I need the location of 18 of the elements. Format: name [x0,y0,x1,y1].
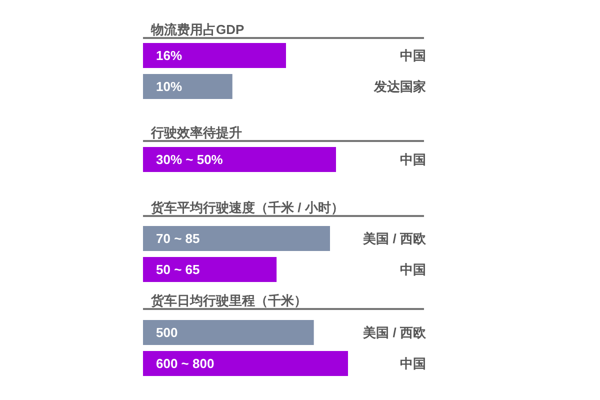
data-label: 70 ~ 85 [156,231,200,246]
y-tick-label: 中国 [400,356,426,371]
data-label: 30% ~ 50% [156,152,224,167]
data-label: 10% [156,79,182,94]
data-label: 600 ~ 800 [156,356,214,371]
y-tick-label: 中国 [400,262,426,277]
data-label: 50 ~ 65 [156,262,200,277]
data-label: 500 [156,325,178,340]
y-tick-label: 中国 [400,48,426,63]
y-tick-label: 美国 / 西欧 [362,231,427,246]
chart-title: 货车平均行驶速度（千米 / 小时） [150,200,344,215]
y-tick-label: 中国 [400,152,426,167]
y-tick-label: 美国 / 西欧 [362,325,427,340]
y-tick-label: 发达国家 [373,79,426,94]
chart-title: 货车日均行驶里程（千米） [150,293,307,308]
chart-title: 行驶效率待提升 [150,125,242,140]
chart-title: 物流费用占GDP [150,22,244,37]
data-label: 16% [156,48,182,63]
